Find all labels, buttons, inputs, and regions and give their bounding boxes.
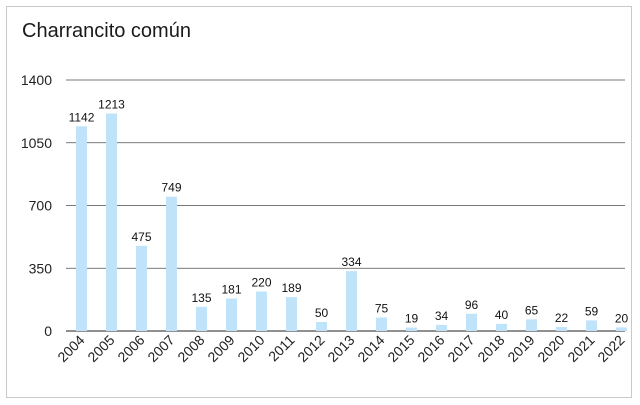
y-tick-label-1050: 1050 bbox=[21, 135, 52, 151]
data-label-2016: 34 bbox=[435, 309, 449, 323]
y-tick-label-1400: 1400 bbox=[21, 72, 52, 88]
data-label-2022: 20 bbox=[615, 311, 629, 325]
y-tick-label-0: 0 bbox=[44, 323, 52, 339]
bar-2016 bbox=[436, 324, 447, 331]
data-label-2006: 475 bbox=[131, 230, 151, 244]
data-label-2013: 334 bbox=[341, 255, 361, 269]
x-tick-label-2020: 2020 bbox=[534, 332, 567, 365]
x-tick-label-2018: 2018 bbox=[474, 332, 507, 365]
x-tick-label-2008: 2008 bbox=[174, 332, 207, 365]
data-label-2021: 59 bbox=[585, 304, 599, 318]
x-tick-label-2009: 2009 bbox=[204, 332, 237, 365]
bar-2020 bbox=[556, 327, 567, 331]
data-label-2015: 19 bbox=[405, 312, 419, 326]
bar-2007 bbox=[166, 196, 177, 331]
data-label-2005: 1213 bbox=[98, 98, 125, 112]
data-label-2004: 1142 bbox=[69, 110, 95, 124]
data-label-2011: 189 bbox=[281, 281, 301, 295]
bar-2011 bbox=[286, 297, 297, 331]
bar-2014 bbox=[376, 317, 387, 331]
x-tick-label-2005: 2005 bbox=[84, 332, 117, 365]
x-tick-label-2004: 2004 bbox=[54, 332, 87, 365]
bars bbox=[76, 113, 627, 332]
bar-2015 bbox=[406, 327, 417, 331]
x-tick-label-2006: 2006 bbox=[114, 332, 147, 365]
data-label-2019: 65 bbox=[525, 303, 539, 317]
bar-2010 bbox=[256, 291, 267, 331]
data-label-2018: 40 bbox=[495, 308, 509, 322]
bar-2006 bbox=[136, 245, 147, 331]
bar-2018 bbox=[496, 323, 507, 331]
x-tick-label-2007: 2007 bbox=[144, 332, 177, 365]
x-tick-label-2019: 2019 bbox=[504, 332, 537, 365]
x-tick-label-2016: 2016 bbox=[414, 332, 447, 365]
bar-2009 bbox=[226, 298, 237, 331]
bar-2004 bbox=[76, 126, 87, 332]
data-label-2014: 75 bbox=[375, 302, 389, 316]
data-label-2010: 220 bbox=[251, 276, 271, 290]
x-tick-label-2014: 2014 bbox=[354, 332, 387, 365]
data-label-2017: 96 bbox=[465, 298, 479, 312]
x-tick-label-2022: 2022 bbox=[594, 332, 627, 365]
bar-2017 bbox=[466, 313, 477, 331]
bar-2019 bbox=[526, 319, 537, 331]
x-tick-label-2012: 2012 bbox=[294, 332, 327, 365]
y-tick-label-700: 700 bbox=[29, 198, 53, 214]
gridlines bbox=[66, 79, 625, 332]
x-axis-tick-labels: 2004200520062007200820092010201120122013… bbox=[54, 332, 627, 365]
bar-2008 bbox=[196, 306, 207, 331]
bar-2005 bbox=[106, 113, 117, 331]
bar-2013 bbox=[346, 271, 357, 331]
data-label-2007: 749 bbox=[161, 181, 181, 195]
chart-title: Charrancito común bbox=[22, 20, 191, 42]
bar-2022 bbox=[616, 327, 627, 331]
x-tick-label-2015: 2015 bbox=[384, 332, 417, 365]
x-tick-label-2021: 2021 bbox=[564, 332, 597, 365]
x-tick-label-2013: 2013 bbox=[324, 332, 357, 365]
bar-2012 bbox=[316, 322, 327, 331]
data-label-2009: 181 bbox=[221, 283, 241, 297]
x-tick-label-2017: 2017 bbox=[444, 332, 477, 365]
bar-2021 bbox=[586, 320, 597, 331]
y-axis-tick-labels: 0 350 700 1050 1400 bbox=[21, 72, 52, 339]
y-tick-label-350: 350 bbox=[29, 260, 53, 276]
data-label-2008: 135 bbox=[191, 291, 211, 305]
x-tick-label-2010: 2010 bbox=[234, 332, 267, 365]
data-label-2012: 50 bbox=[315, 306, 329, 320]
x-tick-label-2011: 2011 bbox=[265, 332, 298, 365]
data-label-2020: 22 bbox=[555, 311, 569, 325]
